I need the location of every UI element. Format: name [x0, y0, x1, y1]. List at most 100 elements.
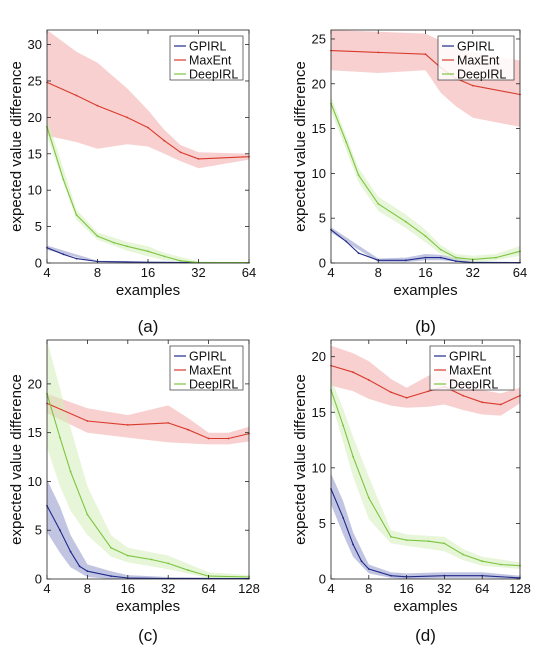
- legend-label-maxent: MaxEnt: [449, 364, 492, 378]
- x-tick-label: 8: [375, 265, 382, 280]
- y-tick-label: 10: [28, 474, 42, 489]
- series-line-gpirl: [330, 229, 520, 264]
- x-axis-label: examples: [116, 598, 180, 615]
- panel-caption: (c): [138, 626, 158, 645]
- data-point-deepirl: [367, 497, 370, 499]
- chart-panel-b: 4 8 16 32 64 0 5 10 15 20 25 examples expected value…: [292, 29, 527, 336]
- y-tick-label: 5: [35, 523, 42, 538]
- data-point-deepirl: [69, 470, 72, 473]
- x-tick-label: 32: [161, 581, 175, 596]
- data-point-maxent: [126, 116, 128, 119]
- x-tick-label: 8: [365, 581, 372, 596]
- data-point-gpirl: [86, 570, 89, 573]
- data-point-gpirl: [62, 253, 65, 256]
- series-line-gpirl: [46, 505, 249, 580]
- y-tick-label: 15: [28, 425, 42, 440]
- x-tick-label: 64: [242, 265, 256, 280]
- y-tick-label: 0: [35, 572, 42, 587]
- data-point-maxent: [96, 104, 99, 107]
- y-axis-label: expected value difference: [8, 61, 25, 232]
- y-tick-label: 10: [312, 460, 326, 475]
- legend-label-deepirl: DeepIRL: [457, 68, 506, 82]
- y-tick-label: 15: [312, 405, 326, 420]
- legend-box: [169, 345, 244, 391]
- y-tick-label: 25: [28, 73, 42, 88]
- data-point-gpirl: [367, 568, 370, 570]
- data-point-maxent: [405, 396, 408, 399]
- data-point-maxent: [227, 437, 230, 440]
- data-point-gpirl: [357, 252, 360, 255]
- data-point-gpirl: [439, 256, 442, 259]
- x-tick-label: 64: [475, 581, 489, 596]
- data-point-gpirl: [342, 517, 345, 519]
- data-point-deepirl: [126, 245, 128, 248]
- data-point-maxent: [499, 403, 502, 406]
- x-tick-label: 16: [141, 265, 155, 280]
- data-point-deepirl: [481, 560, 484, 563]
- x-axis-label: examples: [393, 282, 457, 299]
- x-tick-label: 4: [43, 265, 50, 280]
- data-point-deepirl: [86, 513, 89, 516]
- x-tick-label: 8: [84, 581, 91, 596]
- band-deepirl: [47, 340, 249, 578]
- series-line-gpirl: [330, 488, 521, 579]
- data-point-deepirl: [424, 235, 427, 238]
- x-axis-label: examples: [393, 598, 457, 615]
- y-tick-label: 20: [312, 349, 326, 364]
- y-tick-label: 20: [312, 76, 326, 91]
- legend-label-gpirl: GPIRL: [189, 40, 227, 54]
- x-tick-label: 32: [466, 265, 480, 280]
- x-tick-label: 64: [201, 581, 215, 596]
- data-point-maxent: [163, 139, 166, 142]
- chart-panel-c: 4 8 16 32 64 128 0 5 10 15 20 examples expected valu…: [8, 339, 260, 645]
- y-axis-label: expected value difference: [292, 374, 309, 545]
- data-point-maxent: [207, 437, 210, 440]
- chart-panel-a: 4 8 16 32 64 0 5 10 15 20 25 30 examples expected val…: [8, 29, 256, 336]
- axes-box: [330, 339, 521, 580]
- y-tick-label: 25: [312, 31, 326, 46]
- data-point-deepirl: [499, 563, 502, 566]
- data-point-maxent: [427, 390, 430, 392]
- data-point-deepirl: [110, 546, 112, 549]
- data-point-deepirl: [167, 562, 170, 565]
- data-point-maxent: [167, 422, 170, 424]
- data-point-gpirl: [360, 560, 363, 563]
- data-point-deepirl: [96, 235, 99, 238]
- data-point-maxent: [424, 53, 427, 56]
- data-point-deepirl: [126, 554, 129, 557]
- y-tick-label: 15: [28, 146, 42, 161]
- data-point-deepirl: [59, 436, 61, 439]
- data-point-deepirl: [495, 256, 497, 259]
- legend-label-gpirl: GPIRL: [457, 40, 495, 54]
- data-point-gpirl: [345, 240, 348, 243]
- y-tick-label: 5: [35, 219, 42, 234]
- data-point-deepirl: [179, 259, 182, 262]
- data-point-deepirl: [187, 569, 190, 572]
- x-tick-label: 32: [191, 265, 205, 280]
- data-point-deepirl: [352, 455, 354, 458]
- data-point-maxent: [86, 420, 89, 422]
- y-tick-label: 0: [319, 256, 326, 271]
- y-tick-label: 0: [319, 572, 326, 587]
- y-tick-label: 15: [312, 121, 326, 136]
- series-line-deepirl: [330, 389, 521, 567]
- data-point-maxent: [126, 424, 129, 426]
- legend-label-gpirl: GPIRL: [189, 350, 227, 364]
- data-point-deepirl: [147, 250, 149, 253]
- x-tick-label: 128: [238, 581, 260, 596]
- data-point-deepirl: [345, 141, 348, 143]
- y-tick-label: 30: [28, 37, 42, 52]
- x-tick-label: 8: [94, 265, 101, 280]
- data-point-maxent: [390, 391, 392, 394]
- data-point-gpirl: [110, 575, 112, 577]
- data-point-maxent: [377, 51, 380, 54]
- data-point-maxent: [471, 84, 474, 87]
- y-tick-label: 10: [312, 166, 326, 181]
- band-gpirl: [331, 227, 520, 263]
- band-maxent: [331, 345, 520, 416]
- data-point-deepirl: [112, 241, 115, 244]
